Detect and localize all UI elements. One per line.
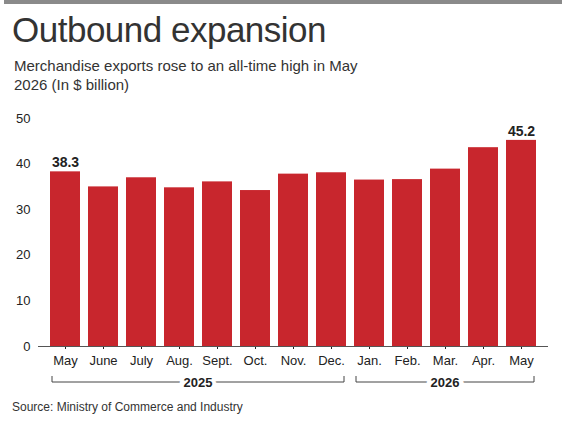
svg-text:45.2: 45.2 xyxy=(508,123,535,139)
svg-text:Nov.: Nov. xyxy=(281,353,307,368)
svg-text:2025: 2025 xyxy=(184,375,213,390)
html-text:Merchandise exports rose to an: Merchandise exports rose to an all-time … xyxy=(14,57,358,93)
svg-text:10: 10 xyxy=(16,293,30,308)
svg-text:38.3: 38.3 xyxy=(52,154,79,170)
svg-text:30: 30 xyxy=(16,202,30,217)
svg-text:50: 50 xyxy=(16,111,30,126)
svg-text:40: 40 xyxy=(16,156,30,171)
svg-text:0: 0 xyxy=(23,339,30,354)
svg-text:June: June xyxy=(89,353,117,368)
svg-text:20: 20 xyxy=(16,247,30,262)
svg-text:Feb.: Feb. xyxy=(394,353,420,368)
svg-text:Aug.: Aug. xyxy=(166,353,193,368)
svg-text:May: May xyxy=(53,353,78,368)
svg-text:Dec.: Dec. xyxy=(318,353,345,368)
svg-text:July: July xyxy=(130,353,154,368)
html-text:Outbound expansion: Outbound expansion xyxy=(12,10,326,49)
svg-text:2026: 2026 xyxy=(431,375,460,390)
svg-text:May: May xyxy=(509,353,534,368)
svg-text:Jan.: Jan. xyxy=(357,353,382,368)
svg-text:Apr.: Apr. xyxy=(472,353,495,368)
html-text:Source: Ministry of Commerce a: Source: Ministry of Commerce and Industr… xyxy=(12,400,243,414)
svg-text:Sept.: Sept. xyxy=(202,353,232,368)
svg-text:Mar.: Mar. xyxy=(433,353,458,368)
svg-text:Oct.: Oct. xyxy=(244,353,268,368)
